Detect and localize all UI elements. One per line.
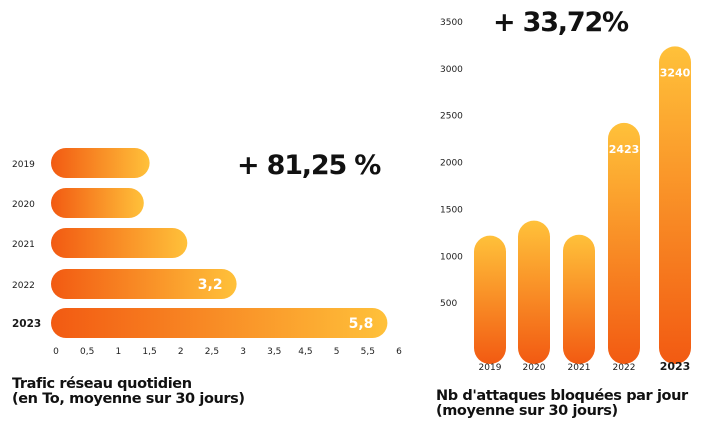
traffic-year-label: 2023	[12, 318, 41, 330]
attacks-highlight: + 33,72%	[493, 7, 629, 38]
traffic-caption-line-1: Trafic réseau quotidien	[12, 376, 192, 392]
attacks-caption-line-2: (moyenne sur 30 jours)	[436, 403, 618, 419]
attacks-y-tick: 500	[440, 299, 457, 309]
traffic-data-label: 5,8	[349, 316, 374, 332]
attacks-data-label: 2423	[609, 143, 640, 156]
traffic-x-tick: 2,5	[205, 347, 219, 357]
attacks-bar	[474, 235, 506, 364]
traffic-year-label: 2020	[12, 200, 35, 210]
traffic-highlight: + 81,25 %	[237, 150, 381, 181]
attacks-y-tick: 3000	[440, 65, 463, 75]
attacks-y-tick: 2500	[440, 112, 463, 122]
attacks-bar	[659, 46, 691, 364]
traffic-caption-line-2: (en To, moyenne sur 30 jours)	[12, 391, 245, 407]
traffic-data-label: 3,2	[198, 277, 223, 293]
attacks-year-label: 2019	[479, 363, 502, 373]
traffic-x-tick: 1,5	[142, 347, 156, 357]
attacks-caption-line-1: Nb d'attaques bloquées par jour	[436, 388, 688, 404]
attacks-y-tick: 3500	[440, 18, 463, 28]
traffic-year-label: 2021	[12, 240, 35, 250]
attacks-y-tick: 1500	[440, 205, 463, 215]
attacks-year-label: 2022	[613, 363, 636, 373]
traffic-x-tick: 4,5	[298, 347, 312, 357]
traffic-caption: Trafic réseau quotidien (en To, moyenne …	[12, 377, 245, 407]
traffic-chart: 2019 2020 2021 2022 3,2 2023 5,8 0 0,5 1 1,5 2 2,5 3 3…	[12, 148, 402, 357]
traffic-bar	[51, 148, 150, 178]
traffic-x-tick: 3,5	[267, 347, 281, 357]
traffic-year-label: 2022	[12, 281, 35, 291]
traffic-x-tick: 5,5	[361, 347, 375, 357]
traffic-x-tick: 1	[115, 347, 121, 357]
attacks-year-label: 2021	[568, 363, 591, 373]
traffic-bar	[51, 308, 388, 338]
traffic-x-tick: 5	[334, 347, 340, 357]
attacks-caption: Nb d'attaques bloquées par jour (moyenne…	[436, 389, 688, 419]
attacks-bar	[518, 220, 550, 364]
traffic-bar	[51, 228, 188, 258]
traffic-x-tick: 0,5	[80, 347, 94, 357]
attacks-data-label: 3240	[660, 66, 691, 79]
attacks-y-tick: 1000	[440, 252, 463, 262]
attacks-y-tick: 2000	[440, 159, 463, 169]
attacks-chart: 500 1000 1500 2000 2500 3000 3500 2019 2020 2021 2…	[440, 7, 691, 373]
attacks-year-label: 2020	[523, 363, 546, 373]
traffic-bar	[51, 188, 144, 218]
traffic-x-tick: 3	[240, 347, 246, 357]
traffic-x-tick: 0	[53, 347, 59, 357]
attacks-year-label: 2023	[660, 360, 691, 373]
traffic-x-tick: 6	[396, 347, 402, 357]
attacks-bar	[563, 234, 595, 364]
traffic-bar	[51, 269, 237, 299]
traffic-x-tick: 2	[178, 347, 184, 357]
traffic-year-label: 2019	[12, 160, 35, 170]
attacks-bar	[608, 122, 640, 364]
